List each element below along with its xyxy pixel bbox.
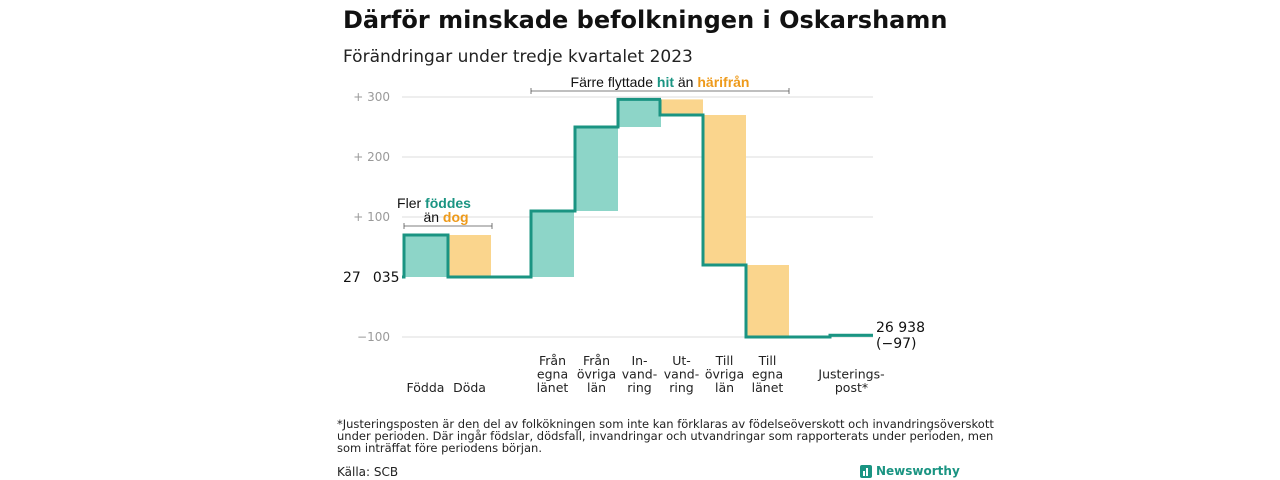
end-value-label: 26 938 (876, 320, 925, 336)
gridlines (402, 96, 873, 338)
category-label: ring (627, 380, 651, 395)
category-label: In- (631, 353, 647, 368)
category-label: egna (537, 367, 568, 382)
y-tick-label: + 200 (353, 150, 390, 164)
births-annotation: Fler föddes än dog (397, 195, 493, 229)
waterfall-bar (703, 115, 746, 265)
footnote-line-3: som inträffat före periodens början. (337, 441, 542, 455)
brand-label: Newsworthy (876, 464, 960, 478)
category-label: övriga (705, 367, 744, 382)
category-label: Från (583, 353, 610, 368)
y-tick-label: + 300 (353, 90, 390, 104)
waterfall-bar (531, 211, 574, 277)
category-label: vand- (664, 367, 699, 382)
migration-annotation-text: Färre flyttade hit än härifrån (571, 74, 750, 90)
births-annotation-line1: Fler föddes (397, 195, 471, 211)
category-label: post* (835, 380, 868, 395)
category-label: vand- (622, 367, 657, 382)
migration-annotation: Färre flyttade hit än härifrån (530, 74, 790, 94)
category-label: Födda (407, 380, 445, 395)
waterfall-bar (404, 235, 447, 277)
footnote-line-2: under perioden. Där ingår födslar, dödsf… (337, 429, 993, 443)
chart-subtitle: Förändringar under tredje kvartalet 2023 (343, 47, 693, 67)
category-label: egna (752, 367, 783, 382)
footnote-line-1: *Justeringsposten är den del av folkökni… (337, 417, 994, 431)
y-axis-ticks: + 300 + 200 + 100 −100 (353, 90, 390, 344)
waterfall-bar (660, 99, 703, 115)
waterfall-bars (404, 99, 873, 337)
category-label: län (715, 380, 734, 395)
start-value-label: 27 035 (343, 270, 400, 286)
category-label: län (587, 380, 606, 395)
category-label: Justerings- (817, 367, 884, 382)
newsworthy-logo: Newsworthy (860, 464, 960, 478)
category-label: ring (669, 380, 693, 395)
cumulative-step-line (402, 97, 873, 339)
waterfall-bar (575, 127, 618, 211)
waterfall-bar (746, 265, 789, 337)
y-tick-label: −100 (357, 330, 390, 344)
waterfall-bar (618, 99, 661, 127)
category-label: övriga (577, 367, 616, 382)
category-label: Till (758, 353, 777, 368)
y-tick-label: + 100 (353, 210, 390, 224)
births-annotation-line2: än dog (423, 209, 468, 225)
waterfall-bar (448, 235, 491, 277)
category-label: Från (539, 353, 566, 368)
end-change-label: (−97) (876, 336, 916, 352)
category-label: Till (715, 353, 734, 368)
category-label: länet (752, 380, 784, 395)
category-labels: Födda DödaFrånegnalänetFrånövrigalänIn-va… (407, 353, 885, 395)
source-label: Källa: SCB (337, 465, 398, 479)
chart-title: Därför minskade befolkningen i Oskarsham… (343, 6, 947, 34)
category-label: Döda (453, 380, 486, 395)
category-label: länet (537, 380, 569, 395)
category-label: Ut- (672, 353, 691, 368)
